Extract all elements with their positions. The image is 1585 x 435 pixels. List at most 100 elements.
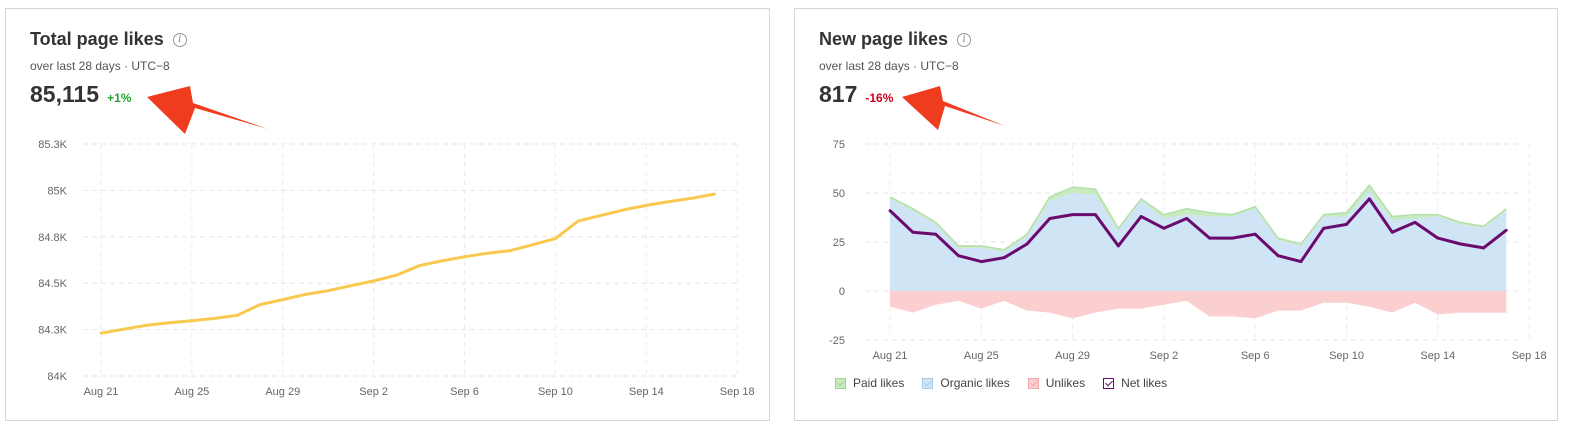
legend-label: Organic likes xyxy=(940,376,1010,390)
legend-label: Unlikes xyxy=(1045,376,1086,390)
data-point xyxy=(713,192,716,196)
unlikes-area xyxy=(890,291,1507,319)
paid-likes-outline xyxy=(889,183,1507,251)
x-tick-label: Aug 21 xyxy=(873,350,908,362)
x-tick-label: Aug 29 xyxy=(265,386,300,398)
legend-item-organic[interactable]: Organic likes xyxy=(922,376,1010,390)
organic-likes-area xyxy=(890,191,1507,291)
x-tick-label: Aug 25 xyxy=(174,386,209,398)
net-likes-point xyxy=(1094,213,1097,216)
net-likes-point xyxy=(1299,260,1303,263)
data-point xyxy=(576,219,580,223)
card-title: Total page likes xyxy=(30,29,164,49)
checkbox-icon xyxy=(835,377,846,389)
net-likes-point xyxy=(1185,217,1189,220)
data-point xyxy=(167,321,171,325)
y-tick-label: 50 xyxy=(833,188,845,200)
net-likes-point xyxy=(1025,242,1029,246)
net-likes-point xyxy=(1162,226,1166,230)
net-likes-point xyxy=(1482,246,1485,250)
y-tick-label: 84.8K xyxy=(38,232,67,244)
data-point xyxy=(99,331,103,335)
y-tick-label: 25 xyxy=(833,237,845,249)
data-point xyxy=(304,293,307,296)
data-point xyxy=(531,243,535,247)
net-likes-point xyxy=(957,254,960,258)
y-tick-label: 0 xyxy=(839,286,845,298)
x-tick-label: Sep 2 xyxy=(359,386,388,398)
checkbox-icon xyxy=(922,377,934,389)
info-icon[interactable]: i xyxy=(957,32,972,47)
net-likes-point xyxy=(1139,215,1143,218)
card-title: New page likes xyxy=(819,29,949,49)
net-likes-point xyxy=(1253,232,1257,236)
legend-item-paid[interactable]: Paid likes xyxy=(835,376,904,390)
y-tick-label: 84.3K xyxy=(38,325,67,337)
net-likes-point xyxy=(1504,228,1508,232)
data-point xyxy=(463,255,466,259)
net-likes-point xyxy=(1208,236,1211,240)
x-tick-label: Sep 10 xyxy=(538,386,573,398)
data-point xyxy=(508,249,512,253)
total-likes-delta: +1% xyxy=(107,91,132,105)
x-tick-label: Sep 2 xyxy=(1150,350,1179,362)
total-likes-value: 85,115 xyxy=(30,81,100,107)
total-page-likes-card: Total page likes i over last 28 days · U… xyxy=(5,8,770,421)
net-likes-point xyxy=(1116,244,1120,248)
data-point xyxy=(258,303,262,307)
data-point xyxy=(281,298,285,302)
metric-row: 817 -16% xyxy=(819,81,893,108)
legend-label: Paid likes xyxy=(853,376,905,390)
y-tick-label: 85K xyxy=(47,185,67,197)
net-likes-point xyxy=(1345,222,1348,226)
x-tick-label: Sep 18 xyxy=(720,386,755,398)
data-point xyxy=(394,273,398,277)
y-tick-label: 85.3K xyxy=(38,139,67,151)
y-tick-label: 75 xyxy=(833,139,845,151)
data-point xyxy=(122,327,126,331)
data-point xyxy=(235,313,239,317)
y-tick-label: 84K xyxy=(47,371,67,383)
legend-item-unlikes[interactable]: Unlikes xyxy=(1027,376,1086,390)
y-tick-label: -25 xyxy=(829,335,845,347)
data-point xyxy=(644,203,648,207)
chart-legend: Paid likes Organic likes Unlikes Net lik… xyxy=(835,376,1185,390)
net-likes-point xyxy=(1322,226,1326,230)
x-tick-label: Aug 29 xyxy=(1055,350,1090,362)
data-point xyxy=(145,323,148,327)
net-likes-point xyxy=(934,232,938,236)
data-point xyxy=(417,264,421,268)
data-point xyxy=(213,316,217,320)
x-tick-label: Sep 18 xyxy=(1512,350,1547,362)
info-icon[interactable]: i xyxy=(172,32,187,47)
x-tick-label: Aug 25 xyxy=(964,350,999,362)
legend-item-net[interactable]: Net likes xyxy=(1103,376,1167,390)
x-tick-label: Sep 14 xyxy=(629,386,664,398)
total-likes-line-chart: 84K 84.3K 84.5K 84.8K 85K 85.3K Aug 21 Aug 25 Au… xyxy=(38,139,755,398)
y-tick-label: 84.5K xyxy=(38,278,67,290)
new-likes-value: 817 xyxy=(819,81,858,107)
card-subtitle: over last 28 days · UTC−8 xyxy=(30,59,170,73)
metric-row: 85,115 +1% xyxy=(30,81,131,108)
data-point xyxy=(440,259,444,263)
data-point xyxy=(190,319,194,323)
x-tick-label: Sep 6 xyxy=(450,386,479,398)
net-likes-line xyxy=(888,197,1508,264)
net-likes-point xyxy=(1367,197,1371,201)
net-likes-point xyxy=(1002,256,1006,260)
net-likes-point xyxy=(979,260,983,263)
x-tick-label: Sep 14 xyxy=(1420,350,1455,362)
net-likes-point xyxy=(1048,217,1052,220)
net-likes-point xyxy=(888,209,892,213)
new-page-likes-card: New page likes i over last 28 days · UTC… xyxy=(794,8,1558,421)
data-point xyxy=(622,208,625,212)
net-likes-point xyxy=(911,230,915,234)
net-likes-point xyxy=(1436,236,1440,240)
x-tick-label: Sep 6 xyxy=(1241,350,1270,362)
legend-label: Net likes xyxy=(1121,376,1168,390)
net-likes-point xyxy=(1390,230,1394,234)
data-point xyxy=(326,289,330,293)
x-tick-label: Aug 21 xyxy=(84,386,119,398)
new-likes-delta: -16% xyxy=(865,91,894,105)
net-likes-point xyxy=(1459,242,1463,246)
